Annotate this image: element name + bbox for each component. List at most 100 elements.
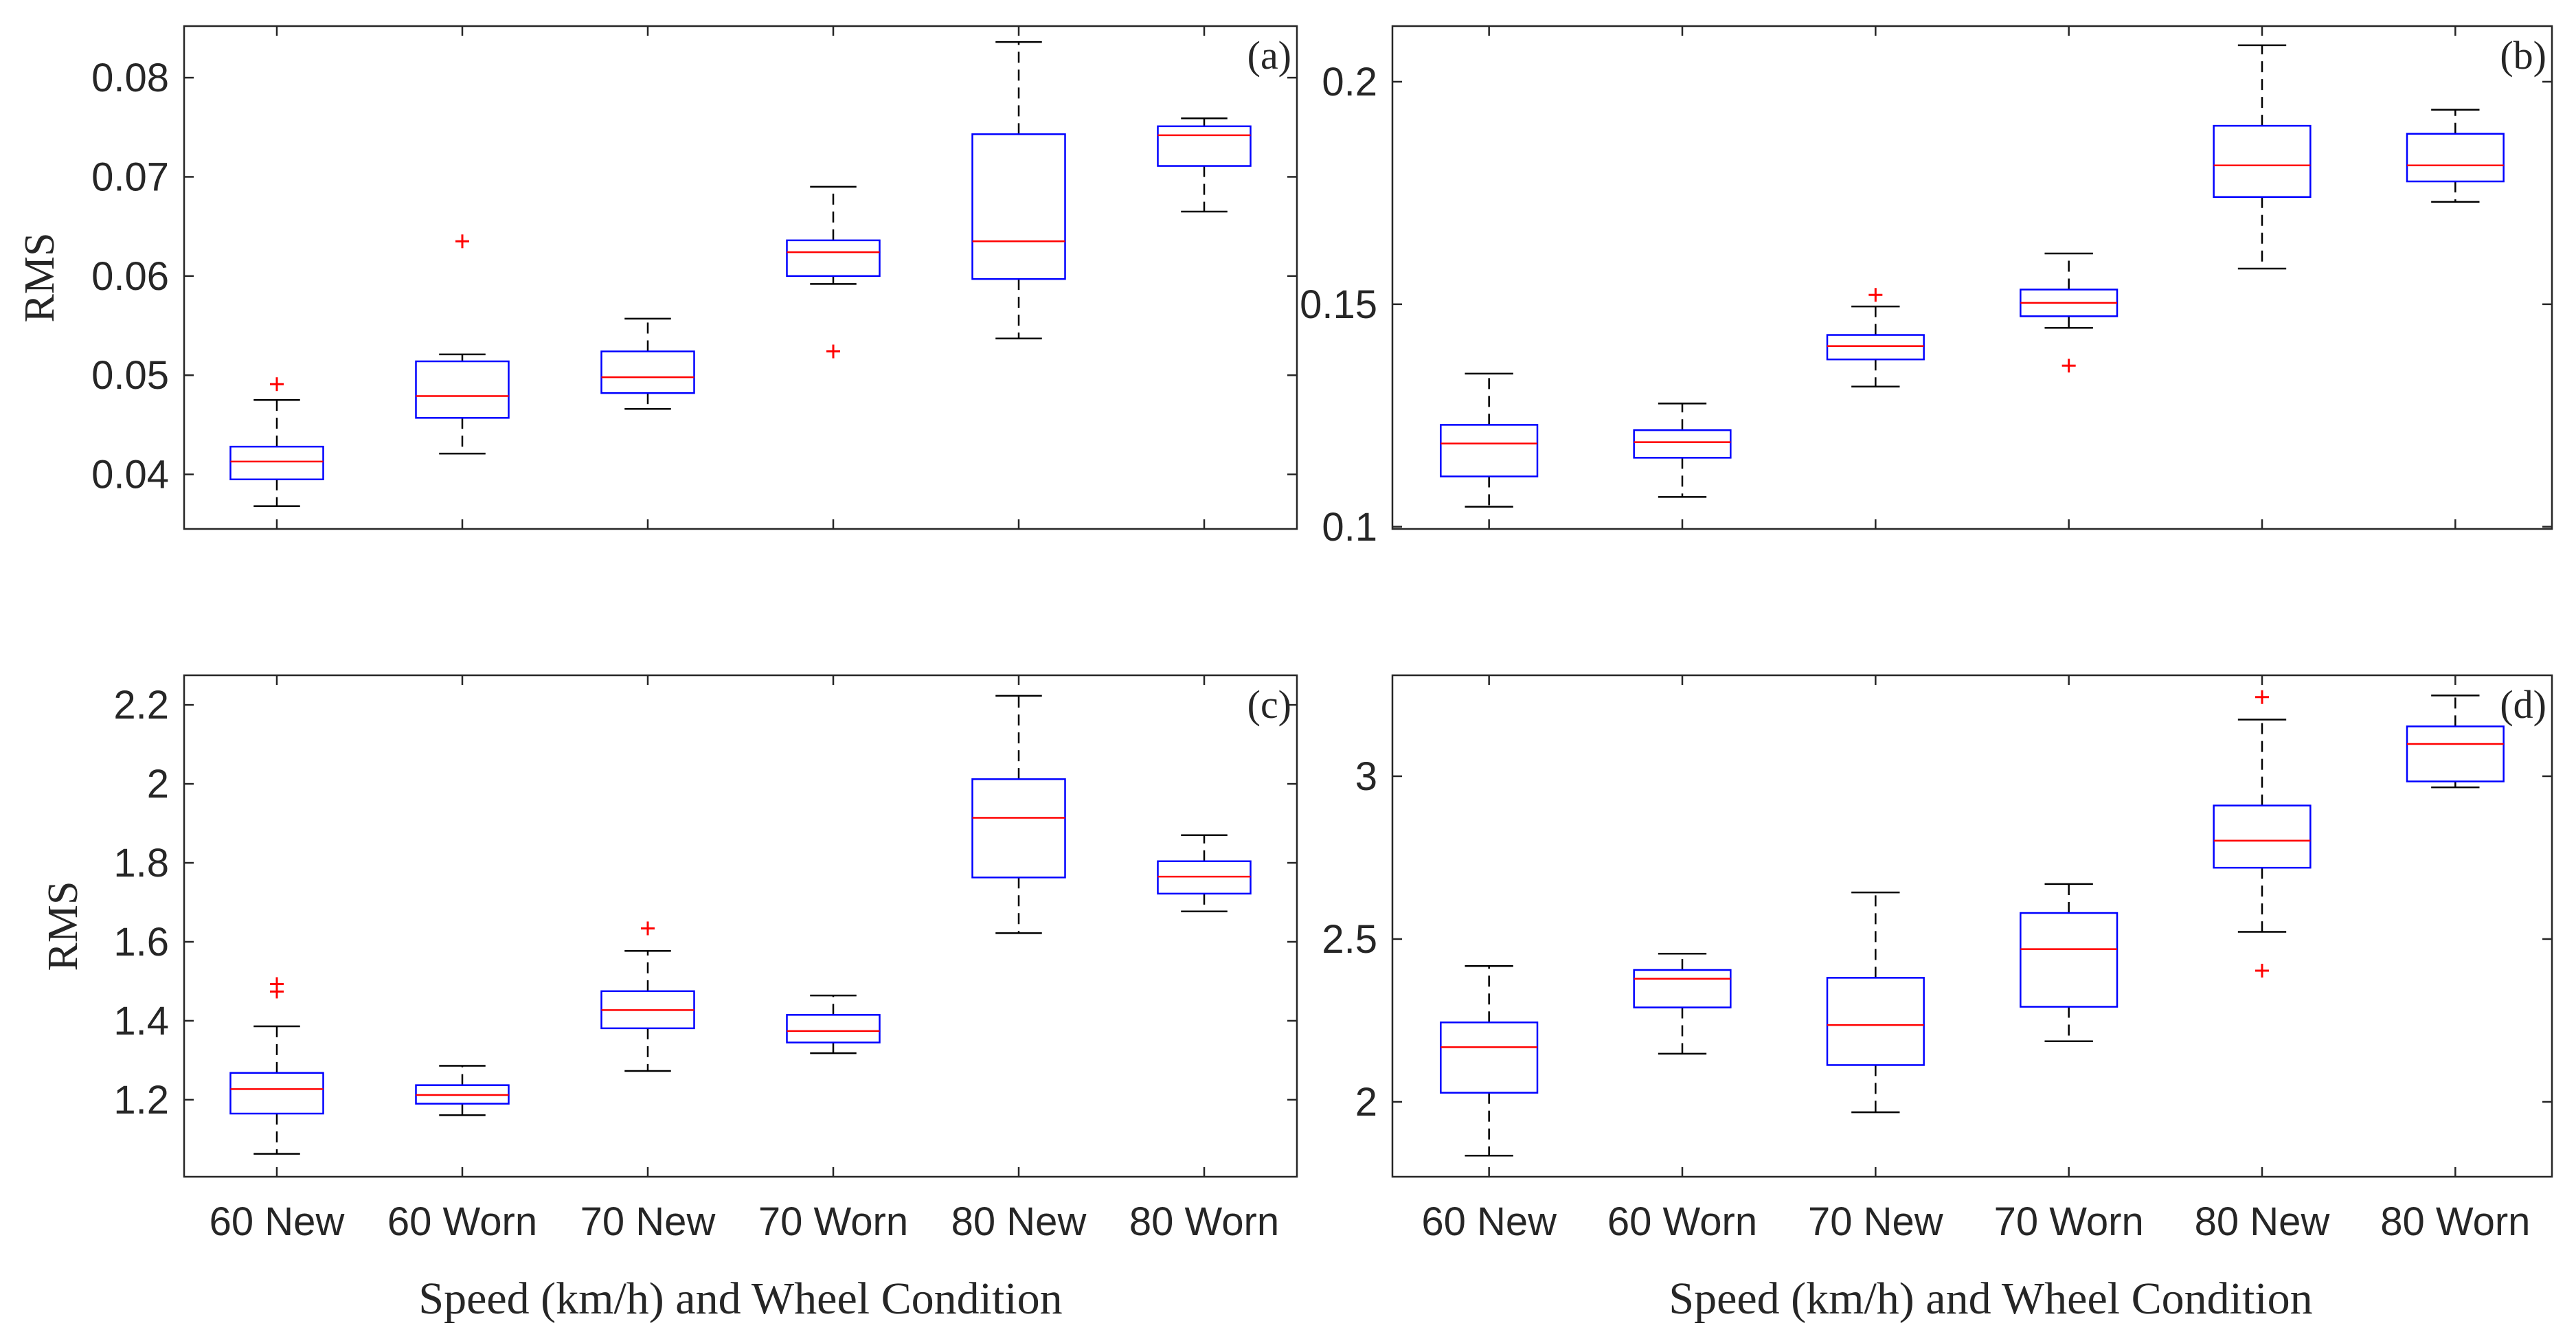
iqr-box [1440, 424, 1539, 477]
box-60-worn [415, 234, 510, 455]
iqr-box [971, 778, 1066, 879]
x-tick-label: 80 Worn [2380, 1199, 2530, 1244]
box-70-new [1826, 891, 1925, 1114]
iqr-box [1826, 977, 1925, 1066]
y-tick-label: 0.07 [91, 155, 169, 199]
box-70-worn [786, 994, 881, 1054]
y-tick-label: 1.2 [113, 1078, 169, 1122]
y-tick-label: 0.15 [1300, 282, 1377, 327]
y-tick-label: 2.5 [1322, 917, 1377, 962]
plot-area [183, 25, 1298, 530]
x-axis-title-left: Speed (km/h) and Wheel Condition [418, 1274, 1062, 1324]
box-80-worn [1157, 117, 1252, 213]
y-tick-label: 2 [1355, 1080, 1377, 1125]
y-tick-label: 0.06 [91, 254, 169, 299]
box-70-new [1826, 288, 1925, 387]
y-tick-label: 0.1 [1322, 505, 1377, 550]
panel-label: (c) [1247, 682, 1291, 727]
x-axis-title-right: Speed (km/h) and Wheel Condition [1669, 1274, 2312, 1324]
box-70-new [600, 921, 695, 1072]
box-80-new [2213, 690, 2312, 978]
iqr-box [1157, 125, 1252, 167]
x-tick-label: 60 New [210, 1199, 346, 1244]
panel-d: 2 2.5 3 60 New 60 Worn 70 New 70 Worn 80 New 80 … [1322, 674, 2553, 1244]
iqr-box [2406, 725, 2505, 782]
outlier-marker [2255, 690, 2269, 704]
box-80-worn [2406, 695, 2505, 789]
iqr-box [1633, 969, 1732, 1008]
outlier-marker [270, 377, 284, 392]
y-tick-label: 0.04 [91, 453, 169, 497]
iqr-box [971, 133, 1066, 280]
x-tick-label: 70 New [580, 1199, 716, 1244]
panel-label: (d) [2500, 682, 2546, 727]
y-tick-label: 2 [147, 762, 169, 806]
iqr-box [2213, 124, 2312, 199]
box-70-worn [786, 185, 881, 359]
outlier-marker [270, 977, 284, 991]
box-60-new [1440, 965, 1539, 1157]
y-tick-label: 0.05 [91, 353, 169, 398]
panels: 0.04 0.05 0.06 0.07 0.08 (a) RMS 0.1 0.15 0.2 (b) 1… [16, 25, 2553, 1244]
panel-label: (a) [1247, 33, 1291, 78]
iqr-box [1440, 1022, 1539, 1094]
x-tick-label: 70 New [1808, 1199, 1944, 1244]
y-tick-label: 1.4 [113, 999, 169, 1043]
x-tick-label: 70 Worn [758, 1199, 908, 1244]
outlier-marker [641, 921, 655, 936]
panel-a: 0.04 0.05 0.06 0.07 0.08 (a) RMS [16, 25, 1298, 530]
outlier-marker [826, 344, 840, 359]
iqr-box [2213, 804, 2312, 869]
box-80-worn [1157, 834, 1252, 912]
iqr-box [786, 1014, 881, 1043]
y-tick-label: 2.2 [113, 683, 169, 727]
outlier-marker [2255, 963, 2269, 978]
x-tick-label: 60 Worn [1607, 1199, 1757, 1244]
x-tick-label: 80 New [951, 1199, 1087, 1244]
panel-b: 0.1 0.15 0.2 (b) [1300, 25, 2553, 550]
box-60-new [229, 377, 324, 508]
box-70-worn [2020, 252, 2119, 373]
box-80-new [971, 41, 1066, 340]
panel-label: (b) [2500, 33, 2546, 78]
x-tick-label: 60 Worn [387, 1199, 537, 1244]
box-60-new [1440, 372, 1539, 508]
plot-area [1391, 25, 2553, 530]
x-tick-label: 80 New [2195, 1199, 2331, 1244]
y-tick-label: 0.08 [91, 56, 169, 100]
iqr-box [229, 445, 324, 481]
box-60-worn [1633, 403, 1732, 498]
box-70-new [600, 317, 695, 410]
iqr-box [229, 1072, 324, 1115]
x-tick-label: 70 Worn [1994, 1199, 2144, 1244]
box-60-worn [1633, 953, 1732, 1055]
iqr-box [1633, 429, 1732, 459]
iqr-box [1826, 334, 1925, 361]
iqr-box [2406, 133, 2505, 183]
iqr-box [600, 350, 695, 394]
outlier-marker [1868, 288, 1883, 302]
y-tick-label: 1.6 [113, 920, 169, 964]
outlier-marker [2061, 359, 2076, 373]
plot-area [183, 674, 1298, 1178]
iqr-box [415, 360, 510, 419]
iqr-box [786, 239, 881, 278]
y-axis-title: RMS [16, 233, 63, 323]
box-60-new [229, 977, 324, 1155]
box-70-worn [2020, 883, 2119, 1043]
x-tick-label: 80 Worn [1129, 1199, 1279, 1244]
panel-c: 1.2 1.4 1.6 1.8 2 2.2 60 New 60 Worn 70 New 70 Wo… [40, 674, 1298, 1244]
iqr-box [2020, 912, 2119, 1008]
y-tick-label: 3 [1355, 754, 1377, 799]
y-axis-title: RMS [40, 881, 87, 971]
box-80-new [971, 695, 1066, 934]
box-60-worn [415, 1065, 510, 1116]
x-tick-label: 60 New [1421, 1199, 1557, 1244]
y-tick-label: 0.2 [1322, 60, 1377, 104]
box-80-new [2213, 44, 2312, 270]
outlier-marker [455, 234, 469, 249]
plot-area [1391, 674, 2553, 1178]
y-tick-label: 1.8 [113, 841, 169, 885]
box-80-worn [2406, 109, 2505, 203]
